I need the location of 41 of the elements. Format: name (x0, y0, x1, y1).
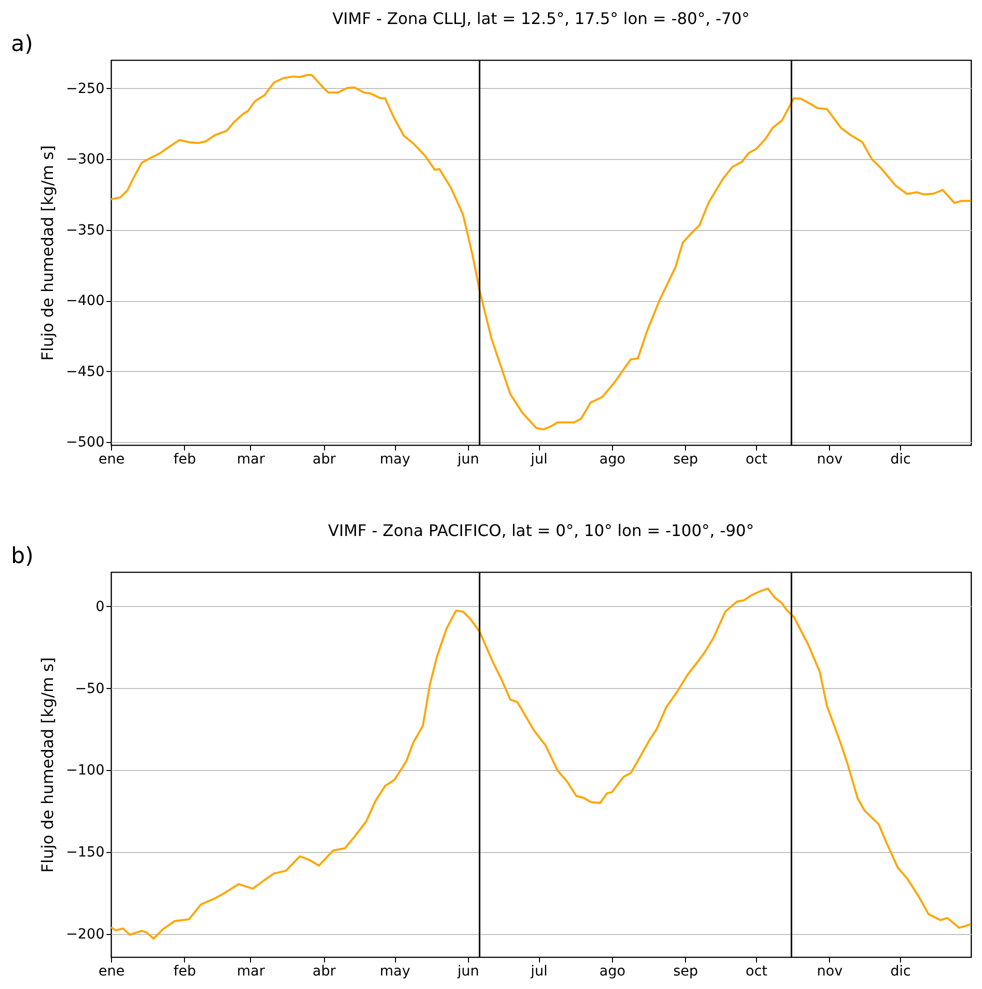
x-tick-label: ago (599, 964, 626, 980)
y-tick-label: −50 (74, 680, 104, 697)
y-tick-label: −300 (66, 152, 104, 168)
y-tick-label: −350 (66, 222, 104, 238)
x-tick-label: sep (673, 964, 698, 980)
x-tick-label: abr (312, 964, 336, 980)
x-tick-label: jun (456, 452, 480, 468)
x-tick-label: jul (530, 964, 548, 980)
x-tick-label: may (380, 964, 410, 980)
y-tick-label: −400 (66, 293, 104, 310)
y-axis-title: Flujo de humedad [kg/m s] (38, 657, 58, 873)
x-tick-label: nov (816, 964, 843, 980)
x-tick-label: ago (599, 452, 626, 468)
y-tick-label: −200 (66, 926, 104, 943)
y-tick-label: −500 (66, 434, 104, 451)
x-tick-label: dic (890, 452, 911, 468)
x-tick-label: nov (816, 452, 843, 468)
x-tick-label: dic (890, 964, 911, 980)
x-tick-label: ene (98, 452, 125, 468)
x-tick-label: feb (174, 964, 196, 980)
y-tick-label: −100 (66, 762, 104, 779)
text: a) (11, 32, 34, 57)
x-tick-label: oct (746, 964, 768, 980)
x-tick-label: jun (456, 964, 480, 980)
x-tick-label: abr (312, 452, 336, 468)
x-tick-label: feb (174, 452, 196, 468)
x-tick-label: may (380, 452, 410, 468)
x-tick-label: oct (746, 452, 768, 468)
x-tick-label: mar (236, 452, 266, 468)
x-tick-label: sep (673, 452, 698, 468)
x-tick-label: mar (236, 964, 266, 980)
y-tick-label: −250 (66, 80, 104, 97)
chart-title: VIMF - Zona CLLJ, lat = 12.5°, 17.5° lon = -80°, -70° (332, 9, 750, 28)
y-axis-title: Flujo de humedad [kg/m s] (38, 145, 58, 361)
x-tick-label: ene (98, 964, 125, 980)
text: b) (11, 544, 34, 569)
y-tick-label: 0 (96, 598, 104, 615)
y-tick-label: −150 (66, 844, 104, 861)
y-tick-label: −450 (66, 364, 104, 380)
x-tick-label: jul (530, 452, 548, 468)
chart-title: VIMF - Zona PACIFICO, lat = 0°, 10° lon = -100°, -90° (328, 521, 754, 540)
